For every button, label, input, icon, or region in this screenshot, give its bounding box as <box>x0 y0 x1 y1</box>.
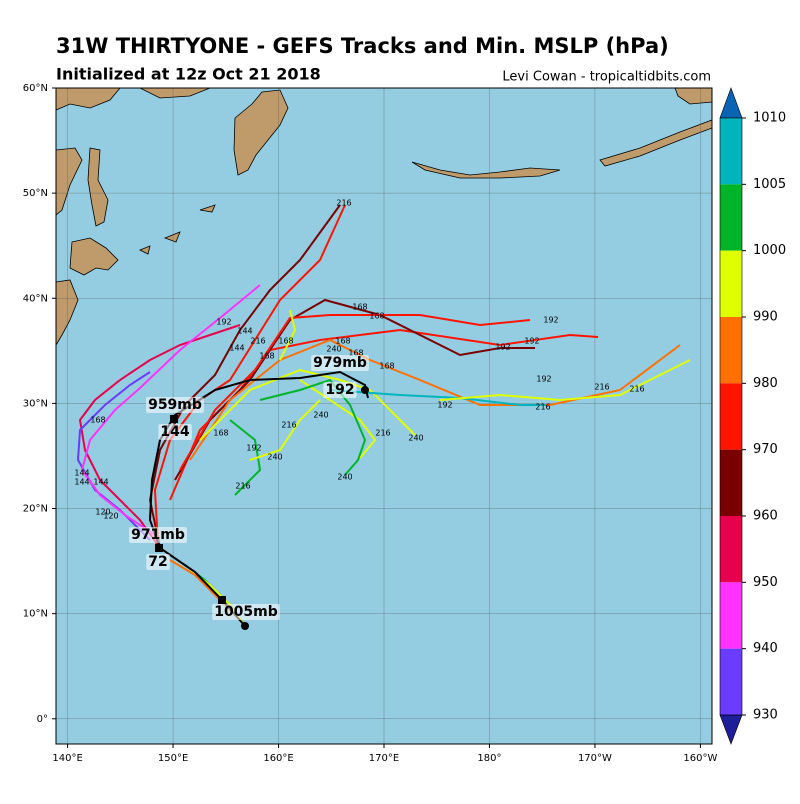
annotation-box <box>129 527 187 543</box>
lat-tick-label: 40°N <box>23 293 48 304</box>
annotation-box <box>323 382 357 398</box>
lon-tick-label: 160°E <box>263 753 293 764</box>
lat-tick-label: 0° <box>37 714 48 725</box>
colorbar-segment <box>720 118 742 185</box>
colorbar-tick-label: 970 <box>753 442 778 457</box>
hour-label: 168 <box>369 312 384 321</box>
annotation-box <box>146 554 170 570</box>
hour-label: 168 <box>213 429 228 438</box>
annotation: 144 <box>160 424 189 440</box>
hour-label: 216 <box>594 383 609 392</box>
hour-label: 168 <box>259 352 274 361</box>
annotations: 959mb 144 971mb 72 979mb 192 1005mb <box>129 355 369 620</box>
hour-label: 168 <box>335 337 350 346</box>
hour-label: 240 <box>326 345 341 354</box>
hour-label: 192 <box>216 318 231 327</box>
colorbar-tick-label: 940 <box>753 641 778 656</box>
hour-label: 168 <box>90 416 105 425</box>
hour-label: 216 <box>281 421 296 430</box>
colorbar-tick-label: 960 <box>753 509 778 524</box>
colorbar-segment <box>720 582 742 649</box>
subtitle: Initialized at 12z Oct 21 2018 <box>56 65 321 84</box>
colorbar-segment <box>720 317 742 384</box>
annotation: 979mb <box>313 355 367 371</box>
colorbar-tick-label: 1000 <box>753 243 786 258</box>
hour-label: 192 <box>495 343 510 352</box>
title: 31W THIRTYONE - GEFS Tracks and Min. MSL… <box>56 34 669 58</box>
hour-label: 216 <box>629 385 644 394</box>
colorbar-segment <box>720 648 742 715</box>
annotation: 72 <box>148 554 167 570</box>
hour-label: 216 <box>336 199 351 208</box>
hour-label: 144 <box>237 327 252 336</box>
hour-label: 240 <box>337 473 352 482</box>
colorbar-tick-label: 980 <box>753 376 778 391</box>
annotation: 1005mb <box>214 604 278 620</box>
colorbar-tick-label: 990 <box>753 310 778 325</box>
hour-label: 144 <box>93 478 108 487</box>
lon-tick-label: 170°E <box>369 753 399 764</box>
annotation-box <box>146 397 204 413</box>
annotation: 192 <box>325 382 354 398</box>
hour-label: 120 <box>103 512 118 521</box>
hour-label: 192 <box>437 401 452 410</box>
colorbar-tick-label: 930 <box>753 708 778 723</box>
lon-tick-label: 170°W <box>578 753 612 764</box>
hour-label: 168 <box>348 349 363 358</box>
lon-tick-label: 150°E <box>158 753 188 764</box>
hour-label: 216 <box>235 482 250 491</box>
lat-tick-label: 20°N <box>23 504 48 515</box>
hour-label: 168 <box>278 337 293 346</box>
annotation: 959mb <box>148 397 202 413</box>
colorbar-segment <box>720 250 742 317</box>
colorbar-segment <box>720 383 742 450</box>
colorbar-tick-label: 950 <box>753 575 778 590</box>
hour-label: 192 <box>246 444 261 453</box>
hour-label: 216 <box>375 429 390 438</box>
credit: Levi Cowan - tropicaltidbits.com <box>502 70 711 85</box>
hour-label: 216 <box>250 337 265 346</box>
annotation: 971mb <box>131 527 185 543</box>
hour-label: 144 <box>74 478 89 487</box>
colorbar-tick-label: 1010 <box>753 111 786 126</box>
annotation-box <box>158 424 192 440</box>
lon-tick-label: 140°E <box>52 753 82 764</box>
colorbar: 1010 1005 1000 990 980 970 960 950 940 930 <box>719 87 786 745</box>
hour-label: 240 <box>267 453 282 462</box>
hour-label: 144 <box>74 469 89 478</box>
hour-label: 144 <box>229 344 244 353</box>
lat-tick-label: 60°N <box>23 83 48 94</box>
hour-label: 240 <box>408 434 423 443</box>
colorbar-segment <box>720 516 742 583</box>
annotation-box <box>311 355 369 371</box>
lat-tick-label: 30°N <box>23 398 48 409</box>
colorbar-tick-label: 1005 <box>753 177 786 192</box>
colorbar-extend-top <box>719 87 743 119</box>
hour-label: 192 <box>543 316 558 325</box>
colorbar-segment <box>720 449 742 516</box>
lon-tick-label: 180° <box>477 753 501 764</box>
lon-tick-label: 160°W <box>683 753 717 764</box>
hour-label: 168 <box>352 303 367 312</box>
lat-tick-label: 10°N <box>23 609 48 620</box>
colorbar-segment <box>720 184 742 251</box>
hour-label: 120 <box>95 508 110 517</box>
hour-label: 216 <box>535 403 550 412</box>
colorbar-extend-bottom <box>719 714 743 745</box>
hour-label: 168 <box>379 362 394 371</box>
hour-label: 192 <box>536 375 551 384</box>
lat-tick-label: 50°N <box>23 188 48 199</box>
colorbar-frame <box>719 117 743 716</box>
hour-label: 192 <box>524 337 539 346</box>
hour-label: 240 <box>313 411 328 420</box>
land <box>55 87 713 347</box>
annotation-box <box>212 604 280 620</box>
